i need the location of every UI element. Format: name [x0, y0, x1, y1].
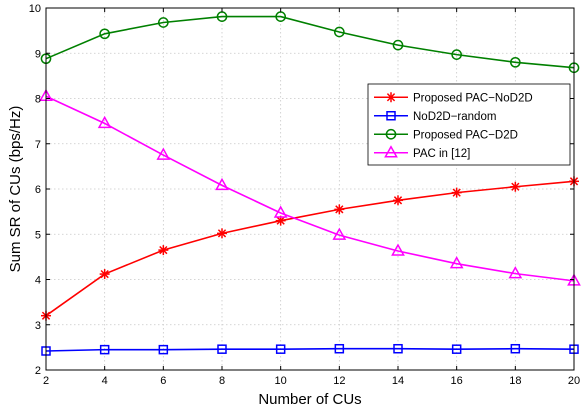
data-point	[97, 115, 112, 129]
y-axis-label: Sum SR of CUs (bps/Hz)	[7, 106, 24, 273]
data-point	[451, 187, 462, 198]
legend-item: PAC in [12]	[374, 145, 470, 160]
y-tick-label: 10	[29, 3, 41, 15]
data-point	[393, 195, 403, 206]
legend: Proposed PAC−NoD2D NoD2D−random Proposed P…	[367, 83, 571, 166]
legend-marker	[384, 145, 398, 158]
series-0	[41, 176, 579, 321]
legend-item: Proposed PAC−D2D	[374, 128, 518, 141]
y-tick-label: 2	[35, 365, 41, 377]
y-tick-label: 7	[35, 139, 41, 151]
data-point	[334, 343, 345, 354]
data-point	[158, 344, 169, 355]
x-tick-label: 10	[275, 375, 287, 387]
data-point	[217, 228, 227, 239]
y-tick-label: 8	[35, 94, 41, 106]
data-point	[273, 205, 288, 218]
series-3	[39, 88, 581, 286]
series-line	[45, 95, 575, 282]
legend-item: Proposed PAC−NoD2D	[374, 92, 533, 104]
data-point	[215, 177, 229, 191]
y-tick-label: 6	[35, 184, 41, 196]
x-tick-label: 18	[509, 375, 521, 387]
legend-item: NoD2D−random	[374, 111, 496, 123]
data-point	[157, 17, 169, 28]
x-axis-label: Number of CUs	[258, 391, 361, 408]
legend-label: Proposed PAC−D2D	[413, 129, 518, 141]
data-point	[391, 243, 405, 256]
data-point	[509, 56, 521, 68]
series-layer	[39, 11, 581, 356]
legend-label: NoD2D−random	[413, 111, 496, 123]
legend-label: PAC in [12]	[413, 148, 470, 160]
x-tick-label: 20	[568, 375, 580, 387]
y-tick-label: 4	[35, 275, 41, 287]
y-tick-label: 5	[35, 229, 41, 241]
data-point	[451, 49, 463, 60]
x-tick-label: 8	[219, 375, 225, 387]
x-tick-label: 4	[102, 375, 108, 387]
y-tick-label: 9	[35, 48, 41, 60]
x-tick-label: 2	[43, 375, 49, 387]
data-point	[510, 181, 521, 192]
x-tick-label: 14	[392, 375, 404, 387]
data-point	[217, 344, 227, 354]
x-tick-label: 6	[160, 375, 166, 387]
data-point	[334, 204, 345, 215]
x-tick-label: 16	[451, 375, 463, 387]
data-point	[449, 256, 464, 269]
legend-marker	[385, 128, 397, 140]
data-point	[99, 269, 110, 280]
data-point	[156, 147, 171, 160]
data-point	[392, 39, 404, 51]
series-line	[45, 347, 575, 352]
data-point	[275, 344, 286, 354]
legend-label: Proposed PAC−NoD2D	[413, 92, 533, 104]
ticks: 2 4 6 8 10 12 14 16 18 20 2 3 4 5 6 7 8 9 10	[29, 3, 580, 387]
series-2	[40, 11, 580, 74]
series-line	[45, 180, 575, 317]
data-point	[393, 343, 403, 354]
data-point	[332, 227, 347, 240]
legend-marker	[386, 92, 396, 103]
data-point	[99, 28, 111, 40]
series-1	[41, 343, 579, 356]
legend-marker	[386, 111, 396, 121]
data-point	[508, 266, 523, 279]
data-point	[333, 26, 345, 38]
data-point	[510, 343, 521, 354]
data-point	[158, 245, 169, 256]
data-point	[99, 344, 110, 355]
data-point	[451, 344, 462, 354]
x-tick-label: 12	[333, 375, 345, 387]
y-tick-label: 3	[35, 320, 41, 332]
series-line	[45, 15, 575, 69]
